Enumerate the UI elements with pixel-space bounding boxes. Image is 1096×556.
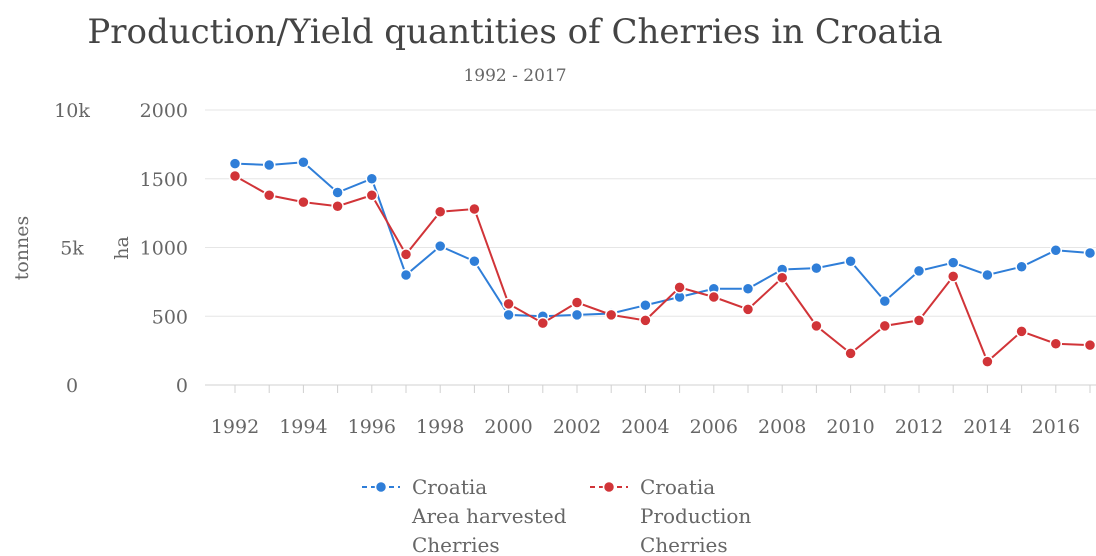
data-point [741, 282, 755, 295]
x-tick-label: 2000 [484, 416, 532, 438]
x-tick-label: 2014 [963, 416, 1011, 438]
data-point [1049, 337, 1063, 350]
y-axis-tonnes: 0 5k 10k [54, 100, 90, 397]
legend-label: Production [640, 504, 751, 528]
data-point [912, 314, 926, 327]
data-point [1015, 325, 1028, 338]
y-tick-label-tonnes: 0 [66, 375, 78, 397]
data-point [946, 256, 960, 269]
x-tick-label: 1994 [279, 416, 327, 438]
data-point [570, 296, 584, 309]
data-point [502, 308, 515, 322]
data-point [1083, 246, 1096, 260]
legend-item-0[interactable]: Croatia Area harvested Cherries [362, 475, 567, 556]
data-point [639, 299, 652, 312]
data-point [844, 255, 857, 268]
data-point [536, 316, 550, 330]
data-point [228, 157, 242, 170]
legend-label: Croatia [412, 475, 487, 499]
data-point [365, 189, 379, 202]
series-line [234, 161, 1091, 318]
data-point [570, 308, 584, 322]
x-tick-label: 1998 [416, 416, 464, 438]
data-point [297, 156, 310, 169]
data-point [1083, 338, 1096, 352]
data-point [502, 297, 515, 311]
y-axis-label-tonnes: tonnes [11, 216, 33, 281]
data-point [878, 294, 892, 308]
data-point [331, 200, 344, 213]
data-point [741, 303, 755, 316]
data-point [433, 205, 447, 218]
y-tick-label-ha: 1000 [140, 238, 188, 260]
data-point [844, 347, 857, 360]
legend-label: Croatia [640, 475, 715, 499]
data-point [468, 202, 481, 216]
y-axis-label-ha: ha [111, 236, 133, 260]
y-tick-label-tonnes: 5k [60, 238, 84, 260]
legend-item-1[interactable]: Croatia Production Cherries [590, 475, 751, 556]
y-axis-ha: 0 500 1000 1500 2000 [140, 100, 188, 397]
x-axis: 1992 1994 1996 1998 2000 2002 2004 2006 2008 2010… [211, 385, 1091, 438]
x-tick-label: 2002 [553, 416, 601, 438]
series-0 [228, 156, 1096, 323]
data-point [604, 308, 618, 322]
data-point [981, 268, 994, 282]
y-tick-label-tonnes: 10k [54, 100, 90, 122]
chart-title: Production/Yield quantities of Cherries … [87, 12, 942, 52]
series-line [234, 175, 1091, 364]
data-point [981, 355, 994, 368]
chart-subtitle: 1992 - 2017 [463, 66, 566, 86]
data-point [297, 195, 310, 209]
data-point [707, 290, 721, 304]
data-point [331, 186, 344, 199]
data-point [810, 261, 823, 275]
data-point [365, 172, 379, 185]
x-tick-label: 1996 [348, 416, 396, 438]
data-point [1049, 244, 1063, 257]
x-tick-label: 2016 [1032, 416, 1080, 438]
grid-lines [205, 109, 1096, 386]
legend-marker [602, 480, 616, 494]
data-point [673, 281, 686, 294]
x-tick-label: 2010 [826, 416, 874, 438]
data-point [262, 189, 276, 202]
legend-marker [374, 480, 388, 494]
y-tick-label-ha: 2000 [140, 100, 188, 122]
legend-label: Cherries [640, 533, 728, 556]
series-group [228, 156, 1096, 368]
y-tick-label-ha: 1500 [140, 169, 188, 191]
x-tick-label: 2006 [690, 416, 738, 438]
data-point [1015, 260, 1028, 273]
x-tick-label: 2012 [895, 416, 943, 438]
series-1 [228, 169, 1096, 368]
data-point [912, 264, 926, 278]
y-tick-label-ha: 0 [176, 375, 188, 397]
data-point [433, 239, 447, 253]
data-point [639, 314, 652, 327]
data-point [468, 255, 481, 268]
x-tick-label: 1992 [211, 416, 259, 438]
data-point [775, 271, 789, 284]
data-point [399, 268, 413, 282]
data-point [399, 248, 413, 261]
data-point [262, 158, 276, 172]
data-point [810, 319, 823, 333]
legend-label: Area harvested [411, 504, 567, 528]
data-point [878, 319, 892, 333]
legend[interactable]: Croatia Area harvested Cherries Croatia Prod… [362, 475, 751, 556]
legend-label: Cherries [412, 533, 500, 556]
data-point [946, 270, 960, 283]
y-tick-label-ha: 500 [152, 306, 188, 328]
data-point [228, 169, 242, 183]
x-tick-label: 2004 [621, 416, 669, 438]
x-tick-label: 2008 [758, 416, 806, 438]
